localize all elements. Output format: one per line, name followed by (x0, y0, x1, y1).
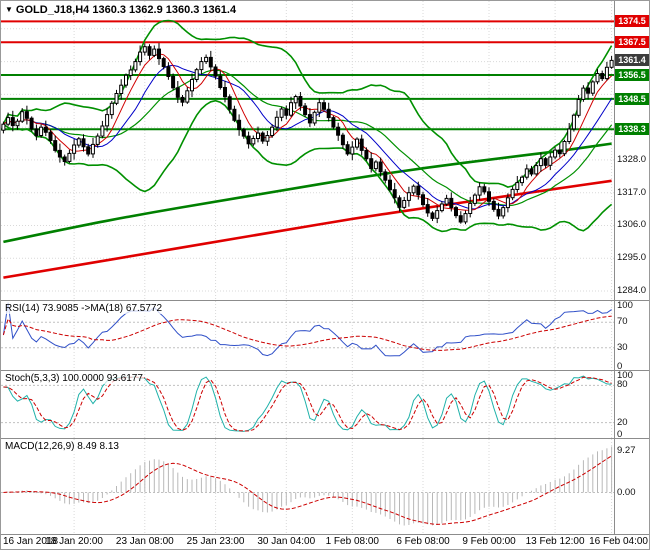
rsi-plot (1, 301, 614, 370)
price-axis[interactable]: 1328.0 1317.0 1306.0 1295.0 1284.0 1374.5 1367… (614, 1, 649, 300)
fast-ma-red-line (3, 53, 612, 211)
axis-tick: 9.27 (617, 444, 636, 456)
support-price-tag: 1356.5 (615, 69, 649, 82)
current-price-tag: 1361.4 (615, 54, 649, 67)
price-axis-tick: 1317.0 (617, 186, 647, 198)
support-price-tag: 1338.3 (615, 123, 649, 136)
time-label: 25 Jan 23:00 (186, 536, 245, 547)
rsi-label: RSI(14) 73.9085 ->MA(18) 67.5772 (4, 303, 164, 314)
chart-title-text: GOLD_J18,H4 1360.3 1362.9 1360.3 1361.4 (15, 4, 237, 16)
slow-ma-red-line (3, 179, 612, 279)
axis-tick: 80 (617, 379, 628, 391)
macd-plot (1, 439, 614, 534)
axis-tick: 20 (617, 416, 628, 428)
macd-signal-line (3, 455, 612, 525)
time-label: 16 Jan 2018 (3, 536, 59, 547)
candles (1, 43, 614, 225)
rsi-panel[interactable]: RSI(14) 73.9085 ->MA(18) 67.5772 100 70 30… (1, 301, 649, 371)
chart-title: ▼ GOLD_J18,H4 1360.3 1362.9 1360.3 1361.4 (4, 4, 238, 16)
price-axis-tick: 1284.0 (617, 285, 647, 297)
resistance-price-tag: 1374.5 (615, 15, 649, 28)
axis-tick: 0.00 (617, 486, 636, 498)
stochastic-label: Stoch(5,3,3) 100.0000 93.6177 (4, 373, 144, 384)
macd-label: MACD(12,26,9) 8.49 8.13 (4, 441, 120, 452)
time-label: 13 Feb 12:00 (525, 536, 585, 547)
chart-menu-arrow-icon[interactable]: ▼ (5, 5, 13, 14)
candlestick-plot[interactable] (1, 1, 614, 301)
axis-tick: 70 (617, 316, 628, 328)
time-label: 6 Feb 08:00 (396, 536, 450, 547)
stochastic-axis[interactable]: 100 80 20 0 (614, 371, 649, 438)
price-axis-tick: 1295.0 (617, 252, 647, 264)
time-label: 30 Jan 04:00 (257, 536, 316, 547)
time-label: 1 Feb 08:00 (325, 536, 379, 547)
axis-tick: 0 (617, 429, 623, 439)
macd-panel[interactable]: MACD(12,26,9) 8.49 8.13 9.27 0.00 (1, 439, 649, 535)
resistance-price-tag: 1367.5 (615, 36, 649, 49)
stochastic-panel[interactable]: Stoch(5,3,3) 100.0000 93.6177 100 80 20 0 (1, 371, 649, 439)
rsi-line (2, 302, 612, 357)
time-label: 9 Feb 00:00 (462, 536, 516, 547)
axis-tick: 30 (617, 341, 628, 353)
axis-tick: 100 (617, 301, 633, 311)
time-axis[interactable]: 16 Jan 2018 18 Jan 20:00 23 Jan 08:00 25 Ja… (1, 535, 649, 549)
axis-tick: 0 (617, 361, 623, 371)
rsi-ma-line (2, 315, 612, 351)
rsi-axis[interactable]: 100 70 30 0 (614, 301, 649, 370)
slow-ma-green-line (3, 142, 612, 244)
price-axis-tick: 1328.0 (617, 153, 647, 165)
bollinger-upper-line (2, 19, 613, 188)
main-chart-panel[interactable]: ▼ GOLD_J18,H4 1360.3 1362.9 1360.3 1361.4… (1, 1, 649, 301)
bollinger-middle-line (3, 69, 613, 207)
time-label: 18 Jan 20:00 (45, 536, 103, 547)
price-axis-tick: 1306.0 (617, 219, 647, 231)
time-label: 16 Feb 04:00 (589, 536, 648, 547)
stoch-main-line (3, 375, 612, 432)
support-price-tag: 1348.5 (615, 92, 649, 105)
time-label: 23 Jan 08:00 (115, 536, 174, 547)
axis-tick: 100 (617, 371, 633, 381)
bollinger-lower-line (2, 99, 613, 233)
macd-axis[interactable]: 9.27 0.00 (614, 439, 649, 534)
